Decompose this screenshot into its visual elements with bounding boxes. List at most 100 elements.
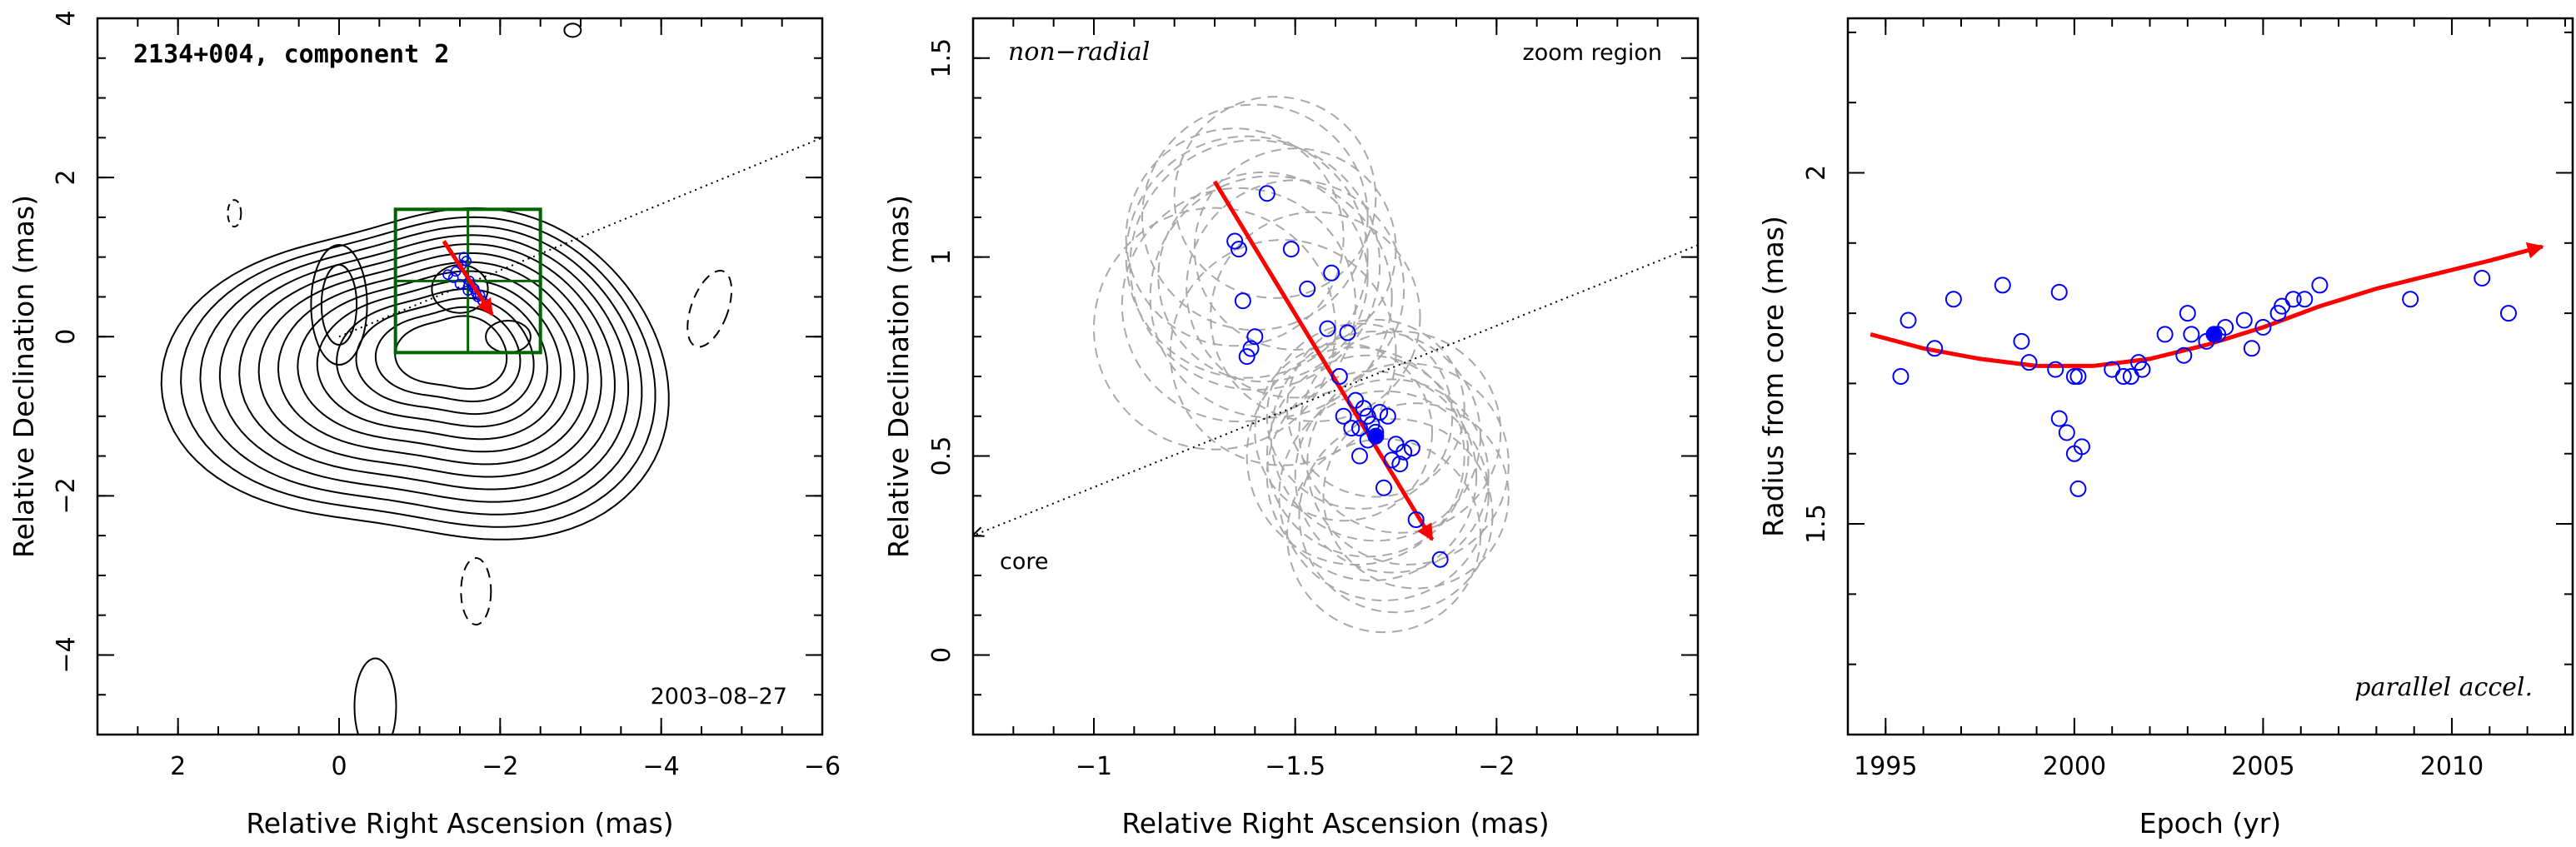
fit-circle [1298, 331, 1502, 534]
radius-point [2065, 368, 2083, 385]
zoom-point [1335, 407, 1352, 425]
x-tick-label: 1995 [1854, 752, 1917, 781]
fit-circle [1246, 346, 1465, 566]
radius-point [2073, 438, 2090, 456]
zoom-point [1359, 407, 1376, 425]
x-tick-label: 2 [170, 752, 186, 781]
contour-negative [227, 199, 242, 228]
radius-point [2284, 291, 2302, 308]
fit-circle [1169, 239, 1397, 466]
fit-circle [1270, 331, 1482, 542]
right-ticks: 1995 2000 2005 2010 1.5 2 [1802, 18, 2573, 781]
right-axes-frame [1846, 17, 2574, 736]
contour-line [160, 207, 670, 541]
radius-point [1892, 368, 1910, 385]
right-y-axis-title: Radius from core (mas) [1757, 216, 1790, 537]
zoom-point [1343, 420, 1360, 437]
zoom-point [1347, 391, 1365, 409]
radius-point [2069, 480, 2087, 497]
fit-circles [1093, 96, 1510, 634]
fit-circle [1149, 175, 1393, 419]
radius-point [2402, 291, 2419, 308]
position-point [462, 285, 473, 296]
right-x-axis-title: Epoch (yr) [2139, 807, 2281, 840]
mid-ticks: −1 −1.5 −2 0 0.5 1 1.5 [927, 17, 1699, 781]
mid-y-axis-title: Relative Declination (mas) [882, 195, 915, 558]
fit-circle [1306, 362, 1510, 565]
radius-point [2156, 326, 2174, 343]
zoom-point [1246, 328, 1264, 346]
zoom-point [1339, 324, 1356, 341]
zoom-points [1226, 185, 1449, 568]
contour-peak [485, 320, 532, 354]
zoom-point [1395, 443, 1413, 461]
radius-point [2020, 354, 2038, 371]
left-x-axis-title: Relative Right Ascension (mas) [246, 807, 673, 840]
zoom-point [1375, 479, 1392, 496]
y-tick-label: 0.5 [927, 436, 956, 476]
y-tick-label: 1 [927, 249, 956, 265]
position-point [458, 252, 470, 262]
reference-point [2205, 326, 2223, 343]
y-tick-label: 4 [52, 10, 81, 26]
left-axes-frame [96, 17, 824, 736]
radius-point [2058, 424, 2075, 441]
zoom-point [1231, 241, 1247, 258]
zoom-point [1282, 241, 1300, 258]
fit-circle [1193, 147, 1397, 351]
radial-dotted-line [338, 137, 822, 338]
radius-point [1926, 340, 1944, 357]
x-tick-label: 2005 [2231, 752, 2294, 781]
radius-point [2134, 361, 2151, 378]
fit-circle [1286, 438, 1481, 634]
zoom-point [1226, 232, 1244, 250]
y-tick-label: 0 [52, 329, 81, 345]
zoom-point [1379, 407, 1396, 425]
position-point [450, 266, 462, 277]
contour-line [277, 261, 589, 466]
zoom-point [1407, 511, 1425, 528]
zoom-point [1371, 404, 1389, 421]
fit-circle [1322, 402, 1510, 590]
zoom-point [1242, 340, 1260, 357]
reference-point [1367, 427, 1385, 445]
x-tick-label: −1 [1076, 752, 1112, 781]
radius-point [2183, 326, 2200, 343]
left-epoch-label: 2003–08–27 [651, 684, 787, 710]
left-ticks: 2 0 −2 −4 −6 −4 −2 0 2 4 [52, 10, 841, 781]
fit-circle [1173, 96, 1377, 299]
panel-zoom-region: −1 −1.5 −200.511.5 non−radial zoom region … [882, 17, 1700, 840]
contour-line [316, 279, 562, 441]
fit-circle [1129, 139, 1381, 391]
x-tick-label: −2 [482, 752, 518, 781]
x-tick-label: 0 [331, 752, 347, 781]
contour-line [218, 234, 630, 503]
velocity-arrow [442, 240, 494, 316]
y-tick-label: −4 [52, 636, 81, 673]
zoom-point [1351, 447, 1368, 465]
fit-circle [1266, 370, 1478, 582]
contour-line [238, 243, 616, 491]
zoom-point [1431, 551, 1449, 568]
acceleration-curve [1870, 242, 2544, 368]
left-y-axis-title: Relative Declination (mas) [7, 195, 40, 558]
fit-circle [1254, 342, 1433, 522]
x-tick-label: −1.5 [1265, 752, 1325, 781]
radius-point [1944, 291, 1962, 308]
fit-circle [1121, 187, 1357, 423]
core-direction-line [973, 244, 1698, 536]
fit-circle [1141, 103, 1369, 331]
radius-points [1892, 269, 2517, 497]
y-tick-label: 1.5 [1802, 504, 1831, 544]
contour-negative [460, 557, 492, 625]
fit-circle [1278, 390, 1490, 601]
contour-negative [686, 270, 733, 348]
zoom-point [1351, 420, 1368, 437]
radius-point [2050, 410, 2068, 427]
zoom-point [1234, 292, 1251, 310]
y-tick-label: 2 [52, 170, 81, 186]
contour-line [336, 287, 548, 428]
radius-point [2243, 340, 2260, 357]
x-tick-label: −6 [804, 752, 841, 781]
